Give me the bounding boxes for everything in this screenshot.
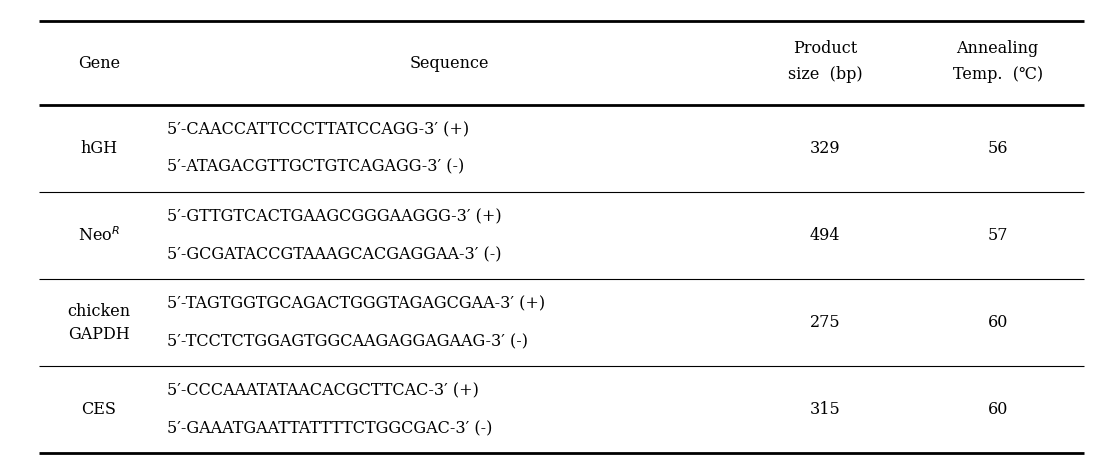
Text: Gene: Gene [77, 54, 119, 72]
Text: 5′-TCCTCTGGAGTGGCAAGAGGAGAAG-3′ (-): 5′-TCCTCTGGAGTGGCAAGAGGAGAAG-3′ (-) [167, 333, 529, 350]
Text: 5′-GTTGTCACTGAAGCGGGAAGGG-3′ (+): 5′-GTTGTCACTGAAGCGGGAAGGG-3′ (+) [167, 209, 502, 226]
Text: 5′-GAAATGAATTATTTTCTGGCGAC-3′ (-): 5′-GAAATGAATTATTTTCTGGCGAC-3′ (-) [167, 420, 492, 437]
Text: 5′-CCCAAATATAACACGCTTCAC-3′ (+): 5′-CCCAAATATAACACGCTTCAC-3′ (+) [167, 383, 479, 400]
Text: hGH: hGH [81, 140, 117, 157]
Text: 57: 57 [988, 227, 1008, 244]
Text: chicken
GAPDH: chicken GAPDH [67, 303, 131, 343]
Text: 494: 494 [810, 227, 841, 244]
Text: Annealing: Annealing [957, 40, 1039, 57]
Text: 315: 315 [810, 401, 841, 419]
Text: CES: CES [82, 401, 116, 419]
Text: 5′-CAACCATTCCCTTATCCAGG-3′ (+): 5′-CAACCATTCCCTTATCCAGG-3′ (+) [167, 122, 469, 139]
Text: 56: 56 [988, 140, 1008, 157]
Text: 275: 275 [810, 314, 841, 332]
Text: 5′-ATAGACGTTGCTGTCAGAGG-3′ (-): 5′-ATAGACGTTGCTGTCAGAGG-3′ (-) [167, 159, 465, 176]
Text: Temp.  (℃): Temp. (℃) [952, 66, 1043, 83]
Text: 329: 329 [810, 140, 841, 157]
Text: 60: 60 [988, 401, 1008, 419]
Text: 5′-GCGATACCGTAAAGCACGAGGAA-3′ (-): 5′-GCGATACCGTAAAGCACGAGGAA-3′ (-) [167, 246, 502, 263]
Text: 5′-TAGTGGTGCAGACTGGGTAGAGCGAA-3′ (+): 5′-TAGTGGTGCAGACTGGGTAGAGCGAA-3′ (+) [167, 296, 545, 313]
Text: Neo$^{R}$: Neo$^{R}$ [77, 226, 119, 245]
Text: Product: Product [793, 40, 857, 57]
Text: size  (bp): size (bp) [787, 66, 863, 83]
Text: Sequence: Sequence [409, 54, 489, 72]
Text: 60: 60 [988, 314, 1008, 332]
